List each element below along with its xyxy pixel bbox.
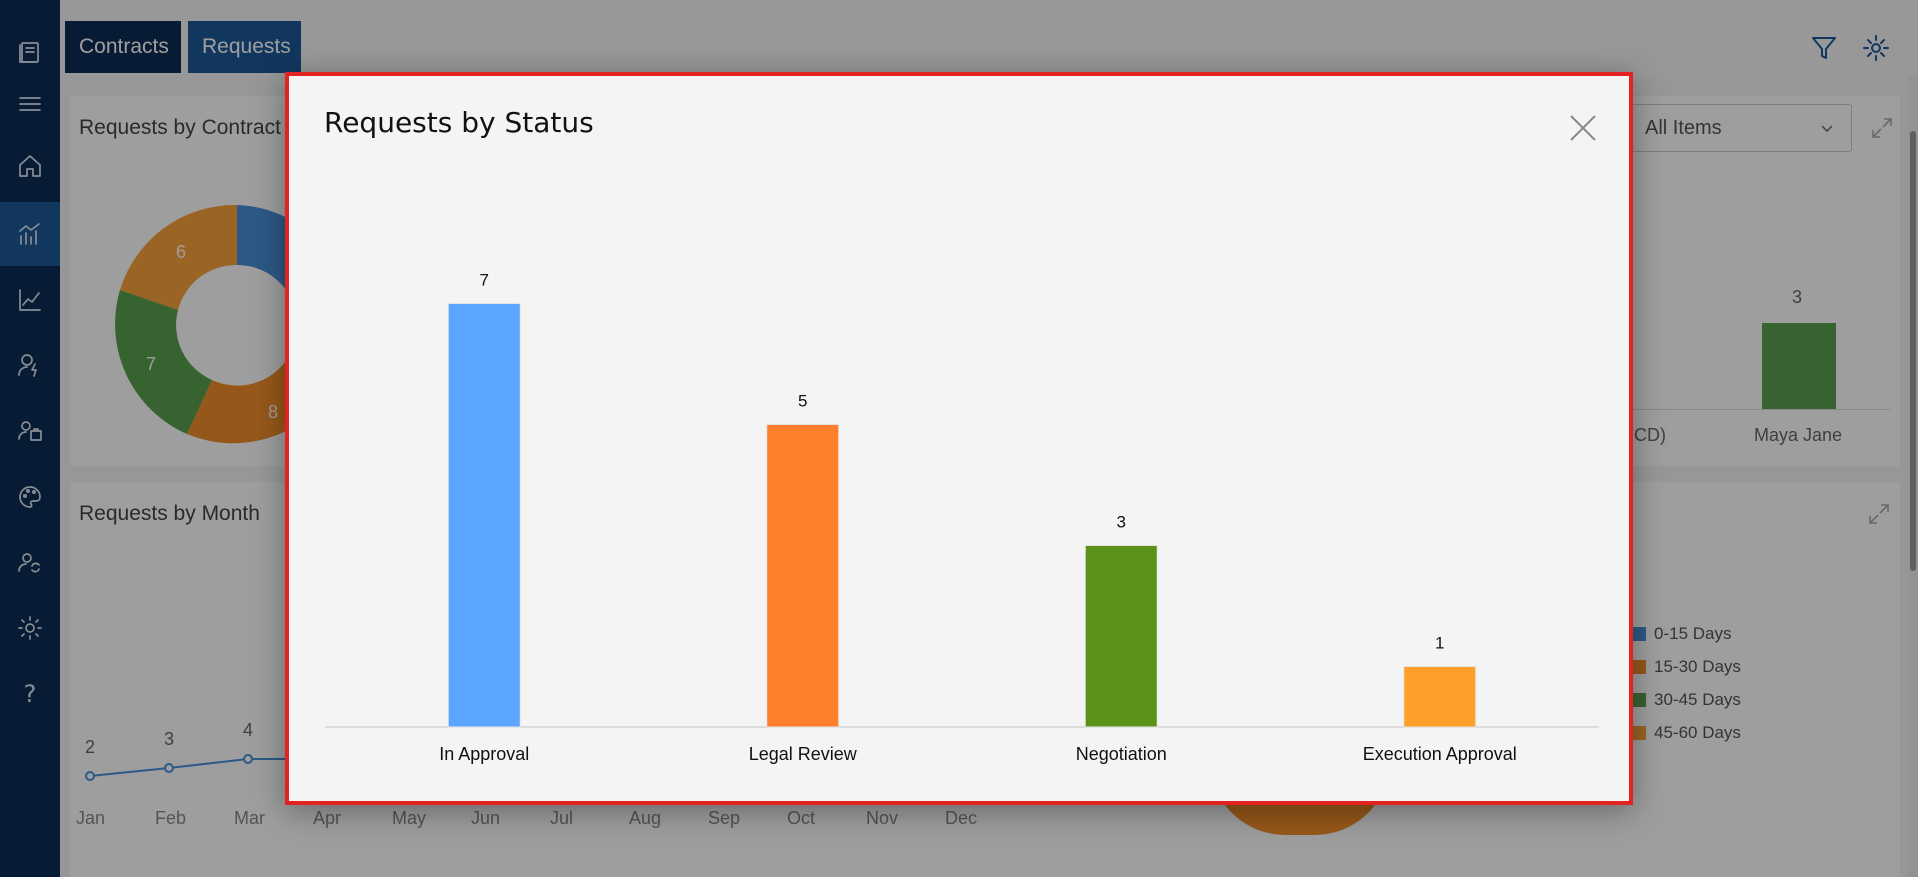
legend-item: 0-15 Days <box>1632 624 1731 644</box>
legend-label: 0-15 Days <box>1654 624 1732 643</box>
month-tick-label: Jan <box>76 808 106 828</box>
month-tick-label: Nov <box>866 808 899 828</box>
month-tick-label: Feb <box>155 808 187 828</box>
chart-area: 7 In Approval 5 Legal Review 3 Negotiation 1 Ex… <box>289 76 1637 809</box>
settings-icon[interactable] <box>1862 34 1894 66</box>
x-tick-label: Legal Review <box>749 744 858 764</box>
month-tick-label: Dec <box>945 808 978 828</box>
x-tick-label: In Approval <box>439 744 529 764</box>
donut-label: 7 <box>146 354 157 374</box>
x-tick-label: Execution Approval <box>1363 744 1517 764</box>
gear-icon[interactable] <box>0 596 60 660</box>
card-title-requests-by-contract: Requests by Contract <box>79 116 281 139</box>
chart-modal: 7 In Approval 5 Legal Review 3 Negotiation 1 Ex… <box>285 72 1633 805</box>
legend-item: 30-45 Days <box>1632 690 1741 710</box>
scrollbar[interactable] <box>1908 76 1918 877</box>
scrollbar-thumb[interactable] <box>1910 131 1916 571</box>
month-tick-label: May <box>392 808 427 828</box>
home-icon[interactable] <box>0 134 60 198</box>
bg-bar-value: 3 <box>1792 287 1803 307</box>
help-icon[interactable]: ? <box>23 680 37 708</box>
legend-swatch <box>1632 693 1646 707</box>
bg-bar <box>1762 323 1836 409</box>
team-icon[interactable] <box>0 399 60 463</box>
chevron-down-icon <box>1819 119 1835 142</box>
close-button[interactable] <box>1565 110 1601 146</box>
bar-negotiation[interactable] <box>1084 544 1158 728</box>
bg-bar-label-partial: CD) <box>1634 425 1666 445</box>
data-label: 7 <box>480 270 489 289</box>
sidebar: ? <box>0 0 60 877</box>
bg-bar-label: Maya Jane <box>1754 425 1843 445</box>
close-icon <box>1570 115 1596 141</box>
user-sync-icon[interactable] <box>0 531 60 595</box>
donut-label: 8 <box>268 402 279 422</box>
legend-label: 30-45 Days <box>1654 690 1741 709</box>
data-label: 5 <box>798 391 807 410</box>
donut-label: 6 <box>176 242 187 262</box>
month-value: 4 <box>243 720 254 740</box>
data-label: 3 <box>1117 512 1126 531</box>
data-label: 1 <box>1435 633 1444 652</box>
month-tick-label: Mar <box>234 808 265 828</box>
filter-icon[interactable] <box>1810 34 1842 66</box>
month-tick-label: Jun <box>471 808 501 828</box>
tab-requests[interactable]: Requests <box>188 21 301 73</box>
user-flash-icon[interactable] <box>0 333 60 397</box>
month-value: 2 <box>85 737 96 757</box>
legend-swatch <box>1632 660 1646 674</box>
bar-legal-review[interactable] <box>766 423 840 728</box>
expand-icon-2[interactable] <box>1867 502 1891 526</box>
bar-in-approval[interactable] <box>447 302 521 728</box>
bar-execution-approval[interactable] <box>1403 665 1477 728</box>
legend-swatch <box>1632 627 1646 641</box>
menu-icon[interactable] <box>0 72 60 136</box>
card-title-requests-by-month: Requests by Month <box>79 502 260 525</box>
dropdown-value: All Items <box>1645 117 1722 139</box>
x-tick-label: Negotiation <box>1076 744 1167 764</box>
legend-swatch <box>1632 726 1646 740</box>
month-tick-label: Aug <box>629 808 662 828</box>
expand-icon[interactable] <box>1870 116 1894 140</box>
trend-icon[interactable] <box>0 268 60 332</box>
legend-item: 15-30 Days <box>1632 657 1741 677</box>
bg-bar-axis <box>1620 409 1890 410</box>
items-dropdown[interactable]: All Items <box>1626 104 1852 152</box>
legend-label: 15-30 Days <box>1654 657 1741 676</box>
bar-chart: 7 In Approval 5 Legal Review 3 Negotiation 1 Ex… <box>325 270 1599 764</box>
month-tick-label: Sep <box>708 808 741 828</box>
palette-icon[interactable] <box>0 465 60 529</box>
analytics-icon[interactable] <box>0 202 60 266</box>
legend-item: 45-60 Days <box>1632 723 1741 743</box>
legend-label: 45-60 Days <box>1654 723 1741 742</box>
month-tick-label: Jul <box>550 808 574 828</box>
tab-contracts[interactable]: Contracts <box>65 21 181 73</box>
contracts-logo-icon[interactable] <box>0 20 60 84</box>
month-tick-label: Oct <box>787 808 816 828</box>
modal-title: Requests by Status <box>324 106 594 139</box>
month-tick-label: Apr <box>313 808 342 828</box>
top-bar <box>60 0 1918 76</box>
month-value: 3 <box>164 729 175 749</box>
